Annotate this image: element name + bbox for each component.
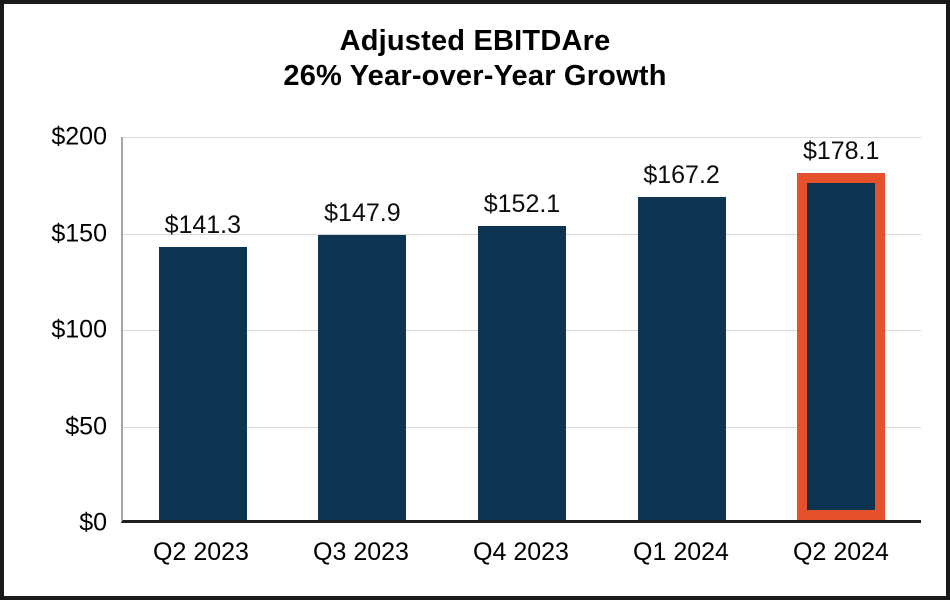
x-axis-label: Q1 2024 [633, 538, 729, 566]
bar [637, 197, 726, 520]
bar-value-label: $147.9 [324, 198, 401, 227]
bar-value-label: $152.1 [483, 190, 561, 219]
y-axis-tick-label: $50 [65, 412, 107, 440]
bar [477, 226, 566, 520]
bar-slot: $167.2 [602, 137, 762, 520]
x-axis: Q2 2023 Q3 2023 Q4 2023 Q1 2024 Q2 2024 [121, 538, 921, 567]
x-axis-label: Q3 2023 [313, 538, 409, 566]
chart-title: Adjusted EBITDAre 26% Year-over-Year Gro… [4, 24, 946, 94]
x-axis-label: Q4 2023 [473, 538, 569, 566]
bar-slot: $141.3 [123, 137, 283, 520]
bar [158, 247, 247, 520]
y-axis-tick-label: $150 [51, 219, 107, 247]
bar-value-label: $141.3 [164, 211, 242, 240]
bar [797, 173, 886, 520]
bar [318, 234, 407, 520]
x-axis-label: Q2 2023 [153, 538, 249, 566]
gridline [123, 137, 921, 138]
y-axis-tick-label: $0 [79, 508, 107, 537]
bar-slot: $152.1 [442, 137, 602, 520]
bars-row: $141.3 $147.9 $152.1 $167.2 $178.1 [123, 137, 921, 520]
x-axis-label: Q2 2024 [793, 538, 889, 566]
plot-area: $141.3 $147.9 $152.1 $167.2 $178.1 [121, 137, 921, 523]
bar-slot: $178.1 [761, 137, 921, 520]
bar-value-label: $178.1 [802, 137, 880, 165]
y-axis-tick-label: $200 [51, 122, 107, 151]
y-axis: $0 $50 $100 $150 $200 [4, 123, 107, 537]
chart-title-line-2: 26% Year-over-Year Growth [283, 60, 667, 92]
bar-value-label: $167.2 [643, 161, 720, 190]
chart-title-line-1: Adjusted EBITDAre [339, 25, 611, 57]
y-axis-tick-label: $100 [51, 315, 107, 344]
bar-slot: $147.9 [283, 137, 443, 520]
